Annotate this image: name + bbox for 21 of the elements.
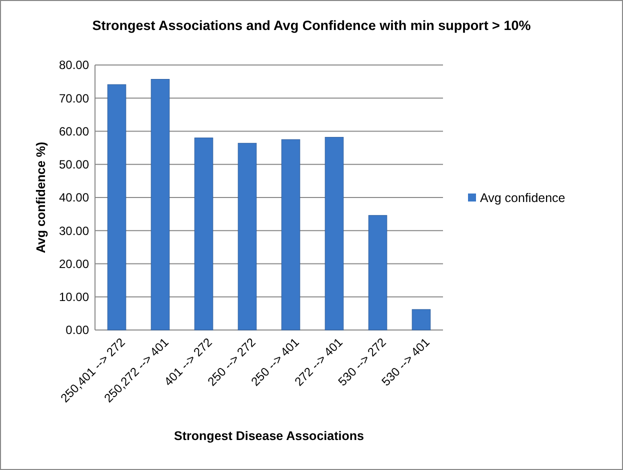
bar [368,215,388,330]
bar [324,136,344,330]
legend-label: Avg confidence [480,190,566,205]
y-axis-title: Avg confidence %) [34,142,48,254]
bar [150,78,170,330]
chart-title: Strongest Associations and Avg Confidence with min support > 10% [92,18,531,33]
y-tick-label: 10.00 [58,290,90,304]
y-tick-label: 60.00 [58,124,90,138]
y-tick-label: 30.00 [58,224,90,238]
x-axis-title: Strongest Disease Associations [174,429,364,443]
y-tick-label: 20.00 [58,256,90,271]
y-tick-label: 0.00 [66,323,90,338]
y-tick-label: 80.00 [58,58,90,72]
y-tick-label: 50.00 [58,158,90,172]
bar [412,309,431,330]
y-tick-label: 40.00 [58,190,90,205]
bar [238,142,257,330]
y-tick-label: 70.00 [58,91,90,106]
bar [194,138,214,330]
bar [281,139,300,330]
bar [107,84,126,330]
